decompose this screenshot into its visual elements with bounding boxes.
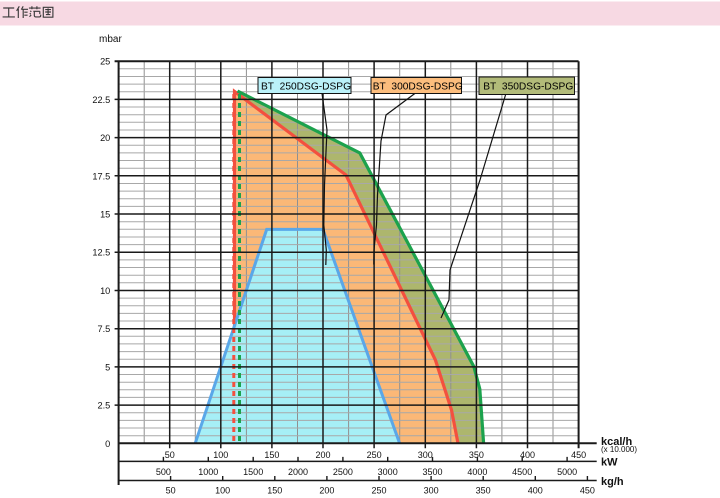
svg-text:150: 150 bbox=[264, 450, 279, 460]
svg-text:(x 10.000): (x 10.000) bbox=[601, 445, 637, 454]
svg-text:50: 50 bbox=[165, 450, 175, 460]
svg-text:450: 450 bbox=[571, 450, 586, 460]
svg-text:250: 250 bbox=[371, 486, 386, 496]
svg-text:25: 25 bbox=[100, 57, 110, 67]
svg-text:22.5: 22.5 bbox=[92, 95, 110, 105]
svg-text:2500: 2500 bbox=[333, 467, 353, 477]
svg-text:3000: 3000 bbox=[378, 467, 398, 477]
svg-text:4000: 4000 bbox=[467, 467, 487, 477]
svg-text:400: 400 bbox=[520, 450, 535, 460]
svg-text:300: 300 bbox=[418, 450, 433, 460]
svg-text:mbar: mbar bbox=[99, 34, 122, 45]
svg-text:4500: 4500 bbox=[512, 467, 532, 477]
svg-text:5: 5 bbox=[105, 362, 110, 372]
svg-text:2000: 2000 bbox=[288, 467, 308, 477]
svg-text:350: 350 bbox=[476, 486, 491, 496]
svg-text:100: 100 bbox=[215, 486, 230, 496]
svg-text:3500: 3500 bbox=[422, 467, 442, 477]
svg-text:5000: 5000 bbox=[557, 467, 577, 477]
svg-text:BT 350DSG-DSPG: BT 350DSG-DSPG bbox=[483, 82, 573, 93]
svg-text:300: 300 bbox=[424, 486, 439, 496]
svg-text:2.5: 2.5 bbox=[98, 401, 111, 411]
svg-text:12.5: 12.5 bbox=[92, 248, 110, 258]
svg-text:200: 200 bbox=[319, 486, 334, 496]
svg-text:1000: 1000 bbox=[198, 467, 218, 477]
svg-text:15: 15 bbox=[100, 210, 110, 220]
svg-text:50: 50 bbox=[166, 486, 176, 496]
svg-text:0: 0 bbox=[105, 439, 110, 449]
svg-text:100: 100 bbox=[213, 450, 228, 460]
svg-text:BT 250DSG-DSPG: BT 250DSG-DSPG bbox=[261, 81, 351, 92]
svg-text:20: 20 bbox=[100, 133, 110, 143]
svg-text:BT 300DSG-DSPG: BT 300DSG-DSPG bbox=[373, 81, 463, 92]
svg-text:1500: 1500 bbox=[243, 467, 263, 477]
svg-text:17.5: 17.5 bbox=[92, 171, 110, 181]
svg-text:7.5: 7.5 bbox=[98, 324, 111, 334]
svg-text:250: 250 bbox=[367, 450, 382, 460]
svg-text:10: 10 bbox=[100, 286, 110, 296]
svg-text:450: 450 bbox=[580, 486, 595, 496]
svg-text:150: 150 bbox=[267, 486, 282, 496]
svg-text:kW: kW bbox=[601, 457, 618, 469]
svg-text:200: 200 bbox=[315, 450, 330, 460]
svg-text:350: 350 bbox=[469, 450, 484, 460]
svg-text:500: 500 bbox=[156, 467, 171, 477]
svg-text:kcal/h: kcal/h bbox=[601, 436, 632, 448]
svg-text:kg/h: kg/h bbox=[601, 476, 624, 488]
svg-text:400: 400 bbox=[528, 486, 543, 496]
